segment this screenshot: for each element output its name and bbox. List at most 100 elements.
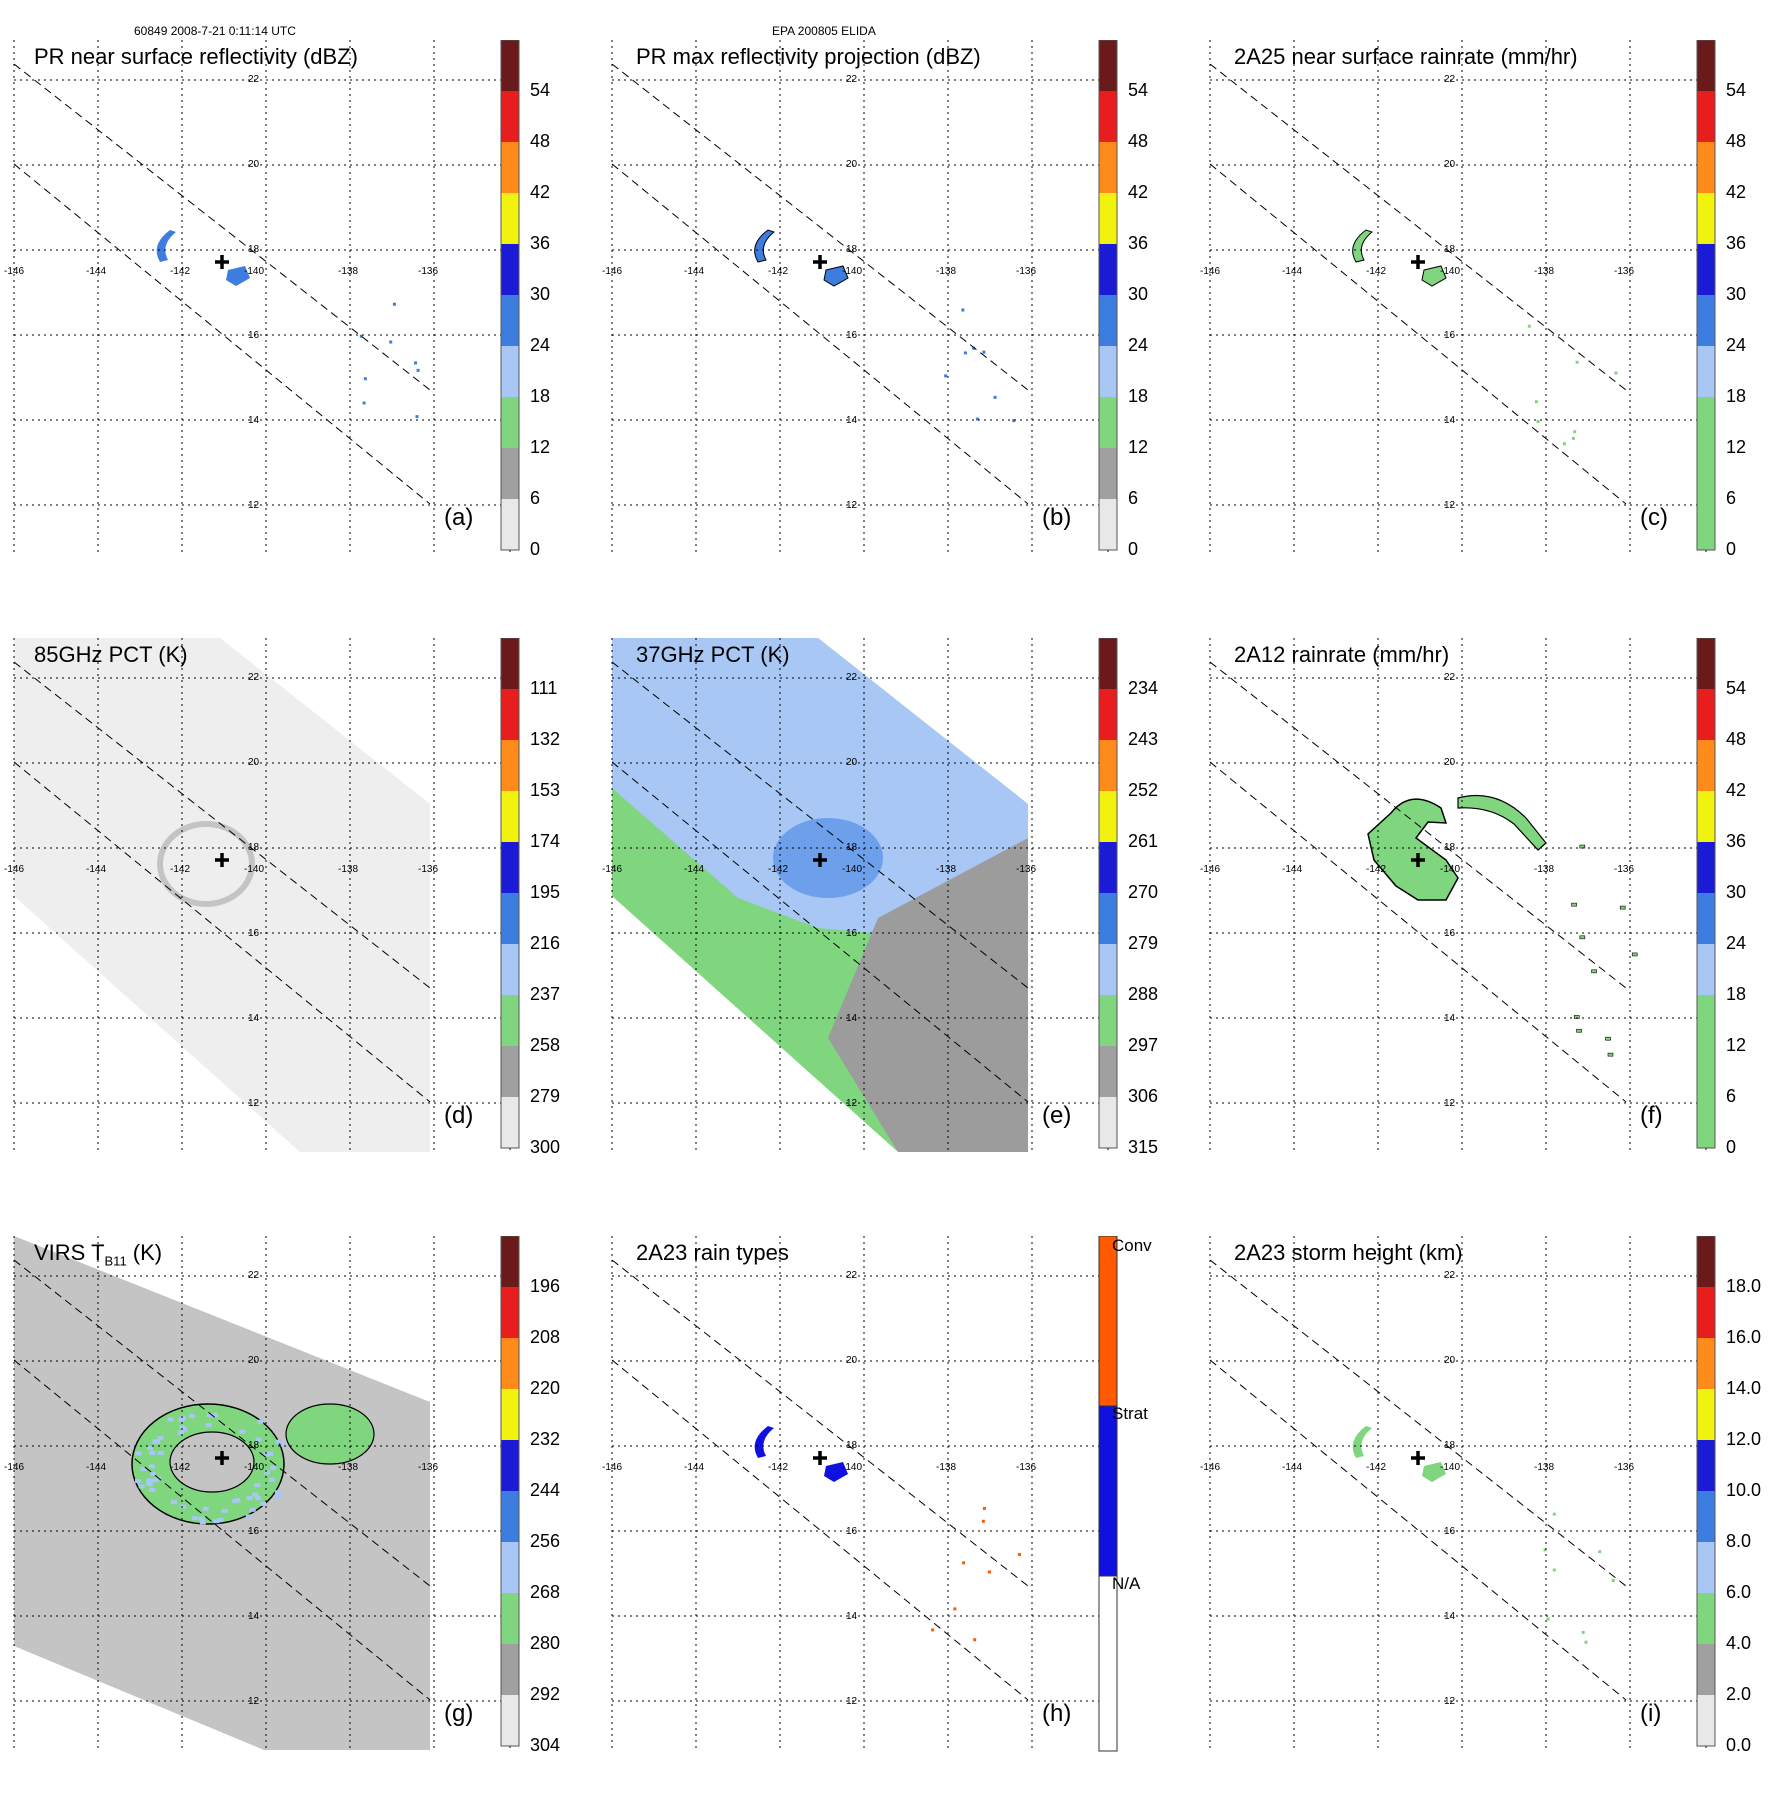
map-plot-e [611, 638, 1109, 1152]
storm-center-marker [813, 1451, 827, 1465]
lat-label: 14 [846, 415, 858, 426]
colorbar-h [1098, 1236, 1118, 1752]
swath-edge-line [13, 661, 431, 989]
colorbar-tick: 0 [1128, 539, 1139, 559]
colorbar-tick: 270 [1128, 882, 1159, 902]
colorbar-tick: 48 [1726, 131, 1747, 151]
swath-edge-line [611, 1259, 1029, 1587]
swath-edge-line [1209, 761, 1627, 1103]
rain-pixel [993, 395, 997, 399]
colorbar-tick: 0 [1726, 539, 1737, 559]
colorbar-segment [1697, 1644, 1715, 1695]
colorbar-segment [1099, 193, 1117, 244]
cold-pixel [181, 1427, 188, 1432]
lat-label: 18 [248, 1440, 260, 1451]
colorbar-tick: 30 [1128, 284, 1149, 304]
colorbar-frame [1696, 1236, 1716, 1747]
colorbar-frame [1696, 638, 1716, 1149]
colorbar-tick: 42 [1726, 182, 1747, 202]
lon-label: -146 [1200, 266, 1221, 277]
colorbar-segment [1099, 1046, 1117, 1097]
colorbar-tick: 297 [1128, 1035, 1159, 1055]
rain-pixel [1552, 1512, 1556, 1516]
colorbar-segment [1697, 397, 1715, 448]
lat-label: 20 [846, 1355, 858, 1366]
panel-title-d: 85GHz PCT (K) [34, 642, 188, 667]
cold-pixel [217, 1517, 224, 1522]
panel-label-b: (b) [1042, 504, 1072, 531]
colorbar-i [1696, 1236, 1716, 1747]
colorbar-tick: 8.0 [1726, 1531, 1752, 1551]
colorbar-tick: 12 [1128, 437, 1149, 457]
colorbar-tick: 12.0 [1726, 1429, 1762, 1449]
colorbar-segment [1099, 995, 1117, 1046]
colorbar-tick: 256 [530, 1531, 561, 1551]
colorbar-segment [1697, 893, 1715, 944]
lat-label: 20 [248, 757, 260, 768]
lat-label: 16 [1444, 330, 1456, 341]
swath-edge-line [611, 761, 1029, 1103]
storm-center-marker [813, 255, 827, 269]
colorbar-segment [501, 1236, 519, 1287]
rain-pixel [1552, 1568, 1556, 1572]
panel-label-e: (e) [1042, 1102, 1072, 1129]
cold-pixel [257, 1419, 264, 1424]
lon-label: -140 [842, 266, 863, 277]
colorbar-segment [501, 1389, 519, 1440]
cold-pixel [263, 1452, 270, 1457]
panel-label-g: (g) [444, 1700, 474, 1727]
colorbar-tick: 48 [1726, 729, 1747, 749]
map-plot-g [13, 1236, 511, 1750]
colorbar-segment [1099, 91, 1117, 142]
colorbar-segment [501, 1440, 519, 1491]
lon-label: -146 [4, 1462, 25, 1473]
colorbar-segment [1099, 346, 1117, 397]
rain-pixel [362, 401, 366, 405]
swath-edge-line [13, 761, 431, 1103]
cold-pixel [179, 1415, 186, 1420]
rain-fleck [1579, 935, 1586, 940]
colorbar-tick: 54 [1726, 678, 1747, 698]
colorbar-segment [1697, 40, 1715, 91]
lat-label: 14 [1444, 1013, 1456, 1024]
lon-label: -136 [418, 864, 439, 875]
rain-pixel [953, 1607, 957, 1611]
colorbar-f [1696, 638, 1716, 1149]
cold-pixel [147, 1482, 154, 1487]
colorbar-segment [501, 40, 519, 91]
lon-label: -138 [936, 266, 957, 277]
colorbar-segment [1697, 193, 1715, 244]
colorbar-tick: 0 [530, 539, 541, 559]
title-main: VIRS T [34, 1240, 105, 1265]
colorbar-segment [501, 1491, 519, 1542]
title-unit: (K) [126, 1240, 163, 1265]
colorbar-segment [1099, 893, 1117, 944]
map-plot-a [13, 40, 511, 554]
colorbar-segment [501, 689, 519, 740]
lon-label: -140 [1440, 864, 1461, 875]
colorbar-segment [1697, 1046, 1715, 1097]
colorbar-tick: 300 [530, 1137, 561, 1157]
lat-label: 18 [1444, 1440, 1456, 1451]
colorbar-tick: 174 [530, 831, 561, 851]
colorbar-tick: 42 [1128, 182, 1149, 202]
rain-pixel [414, 361, 418, 365]
panel-label-i: (i) [1640, 1700, 1662, 1727]
colorbar-segment [501, 142, 519, 193]
cold-pixel [202, 1506, 209, 1511]
cold-pixel [239, 1429, 246, 1434]
colorbar-tick: 208 [530, 1327, 561, 1347]
cold-pixel [211, 1413, 218, 1418]
lon-label: -136 [1614, 1462, 1635, 1473]
colorbar-segment [501, 1695, 519, 1746]
colorbar-frame [500, 1236, 520, 1747]
rain-pixel [1584, 1640, 1588, 1644]
cold-pixel [275, 1439, 282, 1444]
storm-center-marker [1411, 255, 1425, 269]
panel-title-g: VIRS TB11 (K) [34, 1240, 162, 1268]
colorbar-tick: 18 [1726, 984, 1747, 1004]
lon-label: -142 [170, 266, 191, 277]
cold-pixel [254, 1483, 261, 1488]
swath-edge-line [611, 163, 1029, 505]
colorbar-tick: 36 [1726, 831, 1747, 851]
